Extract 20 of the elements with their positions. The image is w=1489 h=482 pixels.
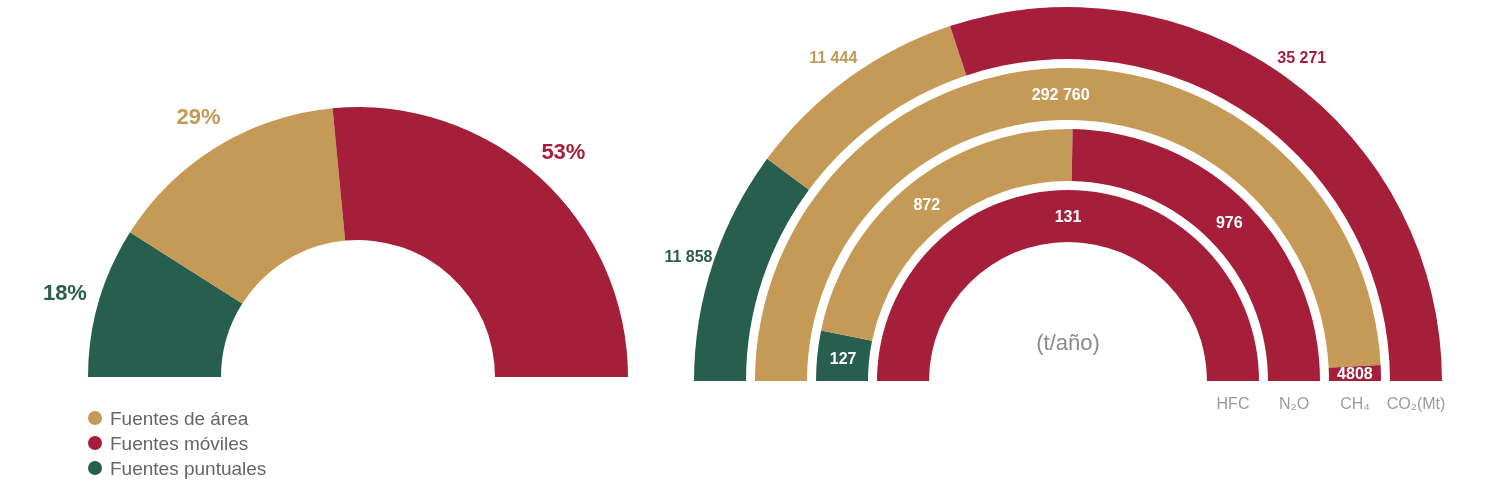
legend-label: Fuentes puntuales [110,457,267,479]
data-label: 11 858 [664,247,713,265]
data-label: 872 [913,196,941,214]
legend-label: Fuentes de área [110,407,249,429]
data-label: 11 444 [809,49,858,67]
data-label: 29% [176,104,221,130]
data-label: 4808 [1337,365,1373,383]
data-label: 127 [829,349,857,367]
slice-label: CH₄ [1340,394,1370,412]
data-label: 976 [1215,214,1243,232]
data-label: 131 [1054,207,1082,225]
slice-label: HFC [1216,394,1250,412]
text: (t/año) [1036,330,1100,355]
data-label: 35 271 [1277,48,1327,66]
legend-label: Fuentes móviles [110,432,249,454]
data-label: 18% [42,279,87,305]
slice-label: CO₂(Mt) [1386,394,1446,412]
slice-label: N₂O [1278,394,1310,412]
data-label: 292 760 [1031,85,1090,103]
data-label: 53% [541,138,586,164]
